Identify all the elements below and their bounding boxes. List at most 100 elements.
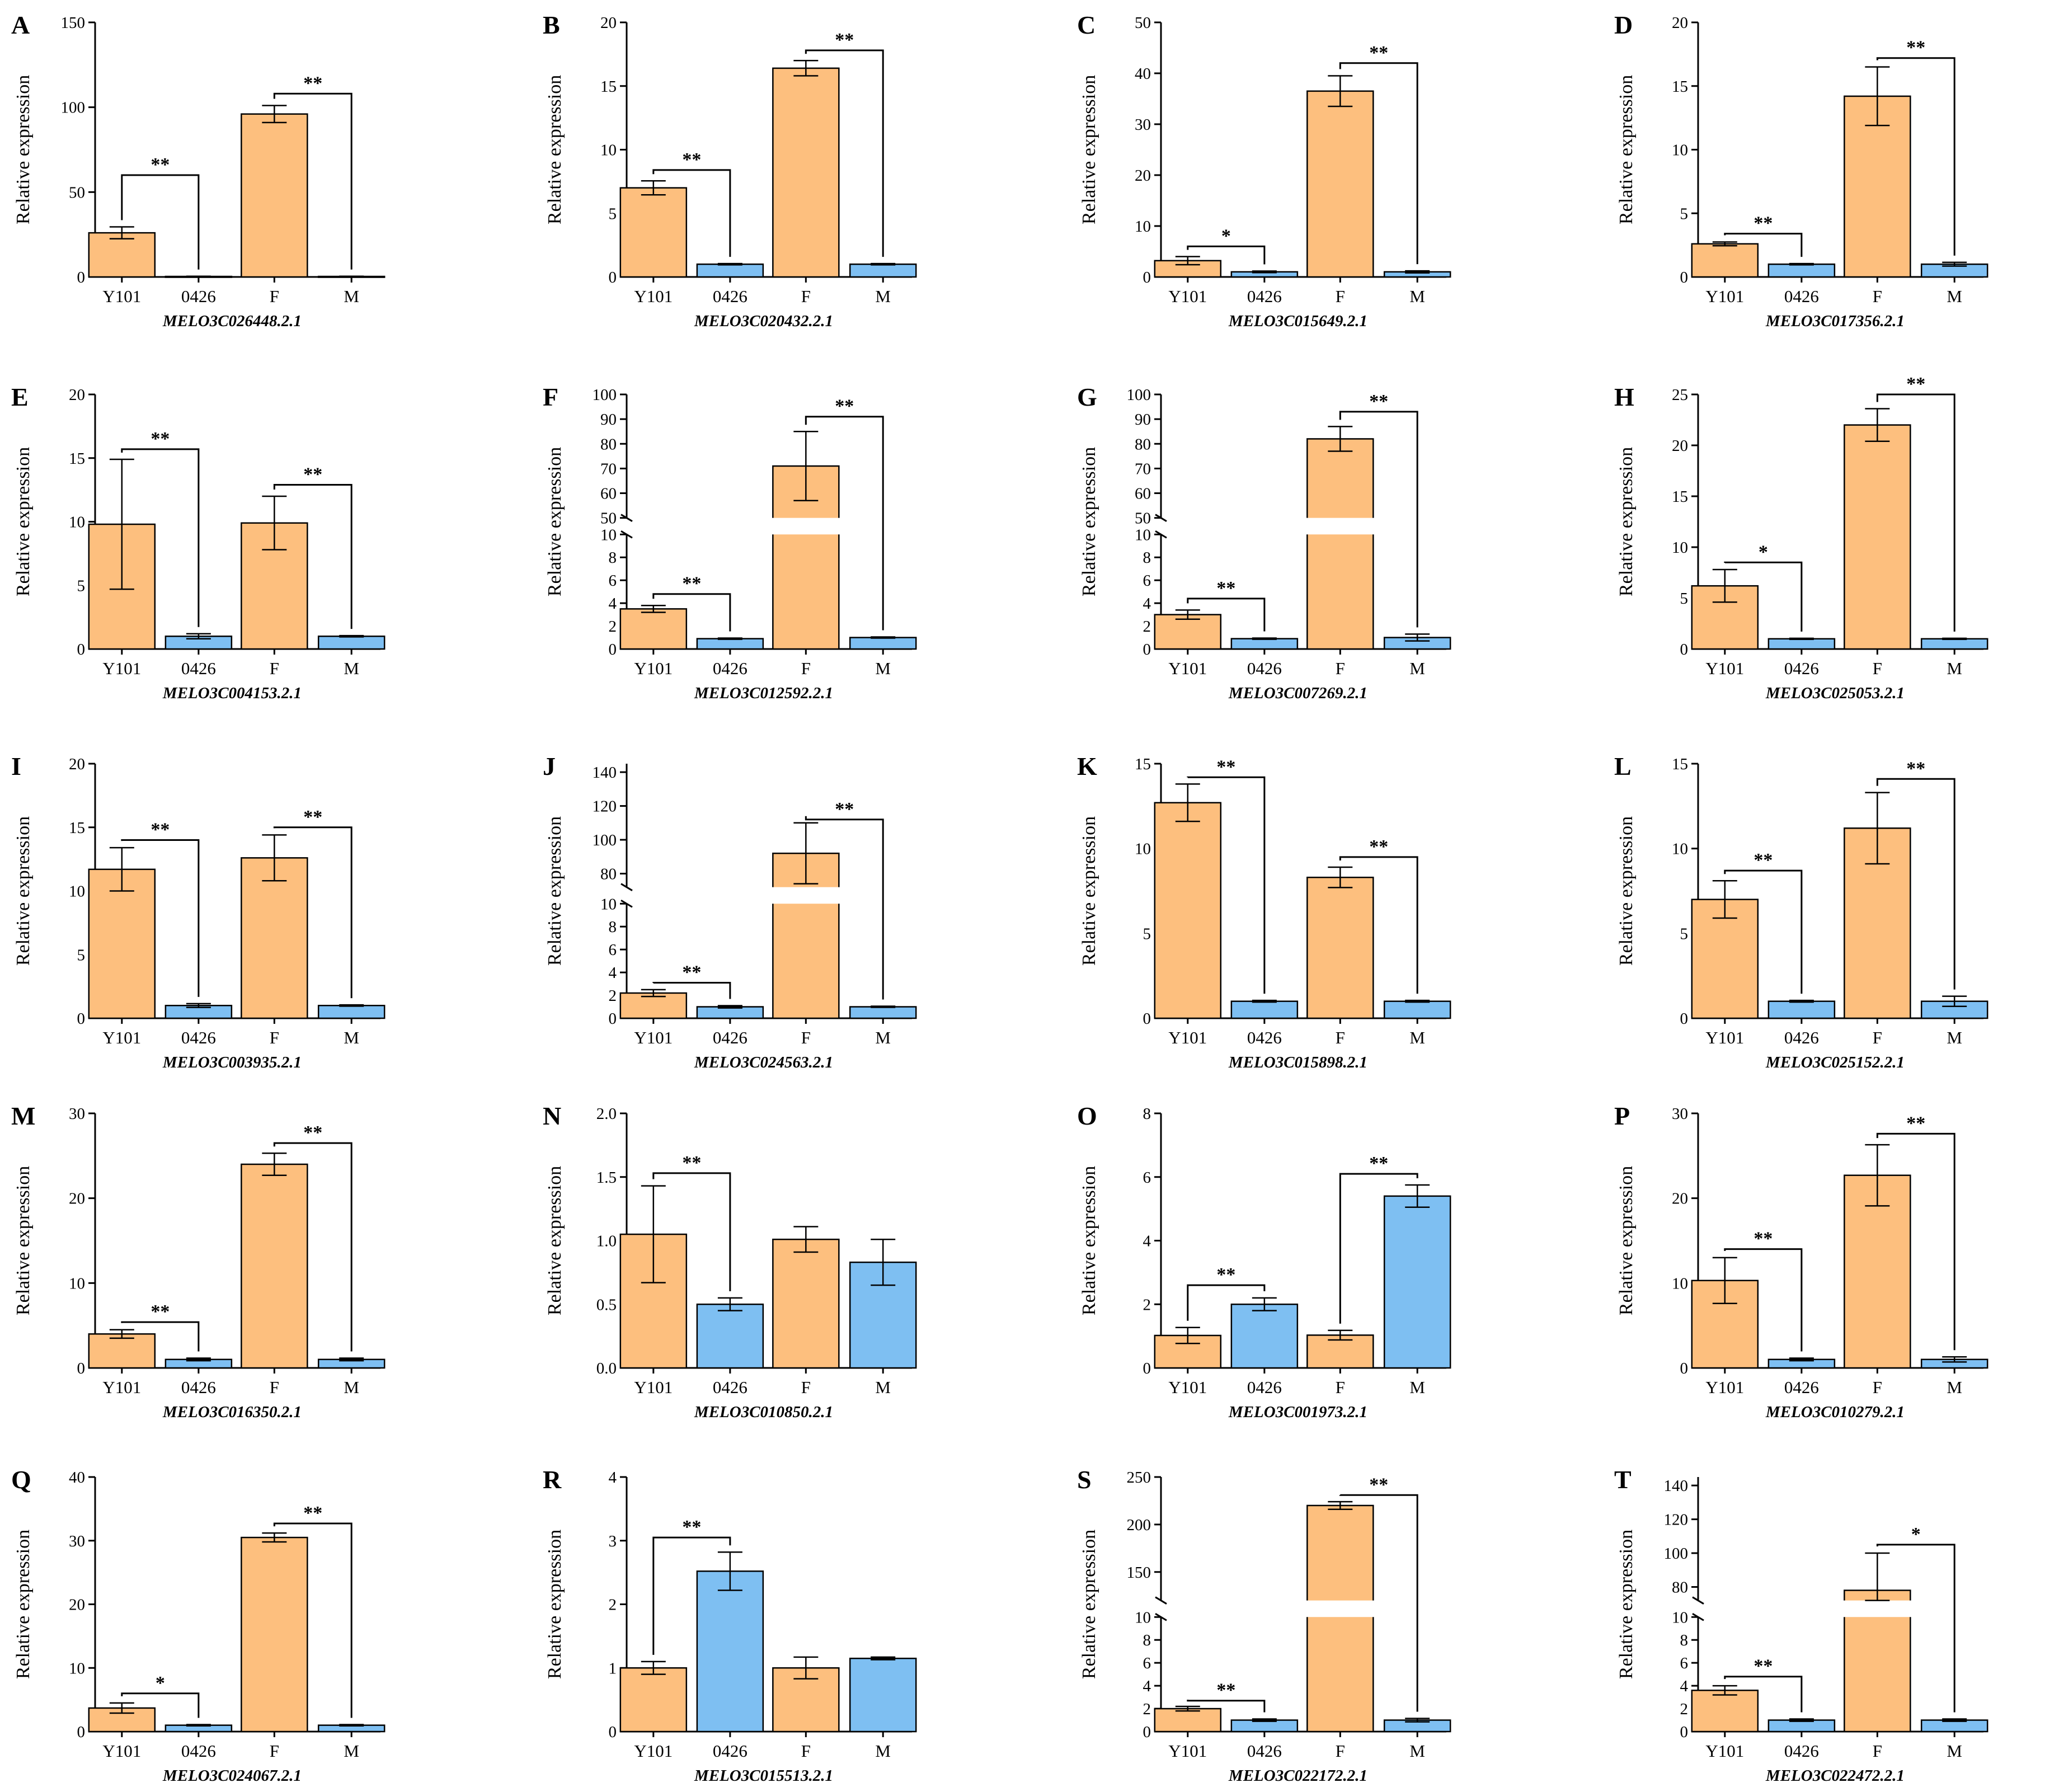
category-label: F [801,1377,811,1397]
y-axis-label: Relative expression [544,1530,565,1679]
category-label: F [1873,1377,1882,1397]
y-tick-label: 140 [1664,1477,1689,1495]
significance-label: ** [1753,213,1773,234]
bar-f [1306,90,1374,278]
y-tick-label: 0 [77,1723,86,1741]
category-label: 0426 [1247,1377,1282,1397]
y-tick-label: 100 [593,831,617,849]
bar-0426 [696,1304,764,1369]
y-tick-label: 15 [1135,755,1151,773]
significance-label: ** [1369,1474,1388,1495]
y-tick-label: 60 [600,485,617,503]
y-tick-label: 80 [1672,1578,1688,1596]
category-label: 0426 [713,1741,748,1761]
category-label: M [875,659,891,678]
y-tick-label: 0 [77,269,86,286]
panel-letter: S [1077,1465,1092,1494]
y-axis-label: Relative expression [1616,447,1637,596]
category-label: 0426 [713,659,748,678]
significance-bracket [1187,1699,1266,1713]
category-label: 0426 [1784,1377,1819,1397]
category-label: F [1336,286,1345,306]
chart-panel-d: D Relative expression 0 5 10 15 20 Y101 0426 F M **… [1614,11,1988,330]
significance-label: ** [303,464,322,485]
y-tick-label: 8 [609,549,617,567]
category-label: Y101 [1705,1028,1744,1047]
significance-label: ** [1906,758,1925,779]
y-tick-label: 1 [609,1659,617,1677]
category-label: Y101 [634,659,673,678]
category-label: F [801,286,811,306]
significance-bracket [1187,776,1266,994]
panel-letter: D [1614,11,1633,39]
y-axis-label: Relative expression [1079,1530,1099,1679]
significance-bracket [805,816,884,1000]
category-label: F [1336,1377,1345,1397]
panel-letter: C [1077,11,1096,39]
category-label: Y101 [102,1028,141,1047]
significance-label: * [1911,1524,1921,1545]
significance-label: * [1759,542,1768,562]
panel-letter: Q [11,1465,31,1494]
significance-bracket [1187,245,1266,265]
bar-f [1844,1174,1911,1369]
bar-f [772,67,840,278]
category-label: M [875,286,891,306]
category-label: Y101 [1168,659,1207,678]
y-axis-label: Relative expression [544,816,565,966]
category-label: 0426 [1784,286,1819,306]
y-tick-label: 10 [1672,142,1688,159]
panel-letter: M [11,1102,35,1130]
panel-letter: O [1077,1102,1097,1130]
chart-panel-t: T Relative expression 0 2 4 6 8 10 80 100 120 140 Y1… [1614,1465,1988,1785]
category-label: 0426 [1784,659,1819,678]
bar-m [849,1006,917,1019]
panel-letter: H [1614,383,1634,411]
y-axis-label: Relative expression [544,1166,565,1315]
y-tick-label: 10 [1135,526,1151,544]
axis-break-mark [1692,1596,1704,1605]
category-label: 0426 [713,1377,748,1397]
category-label: 0426 [1247,286,1282,306]
chart-panel-o: O Relative expression 0 2 4 6 8 Y101 0426 F M ** ** M… [1077,1102,1451,1421]
gene-label: MELO3C004153.2.1 [162,684,302,702]
significance-bracket [1724,1248,1803,1352]
y-tick-label: 10 [69,514,85,532]
y-tick-label: 5 [1680,925,1689,943]
y-tick-label: 4 [1143,595,1151,613]
significance-label: ** [1906,374,1925,394]
panel-letter: N [543,1102,561,1130]
significance-label: ** [1753,1656,1773,1677]
axis-break-mark [1155,1596,1167,1605]
y-tick-label: 150 [1127,1564,1151,1582]
panel-letter: I [11,752,21,780]
y-tick-label: 100 [61,99,86,117]
category-label: M [344,659,359,678]
significance-label: ** [1753,1229,1773,1249]
significance-label: ** [682,1153,701,1173]
y-tick-label: 0 [1143,1723,1151,1741]
bar-m [849,637,917,650]
y-tick-label: 10 [1135,218,1151,236]
significance-bracket [1339,856,1418,994]
y-tick-label: 6 [1143,1169,1151,1187]
y-tick-label: 10 [1672,1608,1688,1626]
bar-y101 [88,868,156,1019]
y-tick-label: 15 [1672,78,1688,96]
significance-bracket [273,1142,352,1352]
panel-letter: J [543,752,556,780]
category-label: F [270,1377,279,1397]
bar-f [241,857,308,1019]
significance-bracket [273,484,352,629]
chart-panel-p: P Relative expression 0 10 20 30 Y101 0426 F M ** *… [1614,1102,1988,1421]
significance-bracket [1724,1676,1803,1713]
y-tick-label: 20 [1135,167,1151,185]
y-tick-label: 1.5 [596,1169,617,1187]
y-tick-label: 250 [1127,1469,1151,1487]
y-tick-label: 8 [1143,549,1151,567]
significance-bracket [1876,393,1955,632]
significance-bracket [121,1692,200,1718]
y-axis-label: Relative expression [544,447,565,596]
bar-f [772,1238,840,1369]
